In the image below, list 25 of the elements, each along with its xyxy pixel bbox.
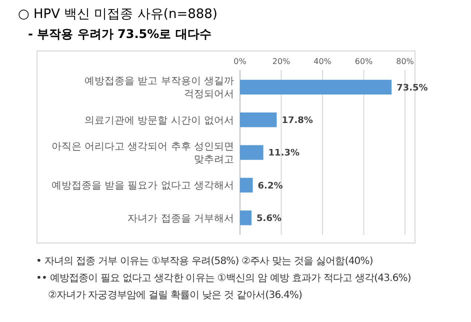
data-label: 5.6% [256, 214, 282, 224]
bar [240, 80, 392, 95]
data-label: 17.8% [282, 116, 313, 126]
data-label: 11.3% [268, 148, 300, 159]
text: ②자녀가 자궁경부암에 걸릴 확률이 낮은 것 같아서(36.4%) [48, 290, 303, 301]
bar [240, 178, 253, 193]
text: - 부작용 우려가 73.5%로 대다수 [28, 27, 212, 41]
data-label: 73.5% [396, 83, 428, 94]
x-tick-label: 20% [272, 57, 291, 66]
bar [240, 112, 277, 128]
y-tick-label: 의료기관에 방문할 시간이 없어서 [84, 115, 234, 126]
bar [240, 210, 252, 226]
text: •• 예방접종이 필요 없다고 생각한 이유는 ①백신의 암 예방 효과가 적다고 생각(43.6%) [36, 273, 412, 284]
x-tick-label: 80% [396, 57, 414, 66]
x-tick-label: 40% [314, 57, 332, 66]
bar [240, 145, 264, 160]
text: ○ HPV 백신 미접종 사유(n=888) [18, 7, 218, 22]
y-tick-label: 예방접종을 받고 부작용이 생길까 걱정되어서 [84, 76, 234, 100]
x-tick-label: 60% [354, 57, 374, 66]
text: • 자녀의 접종 거부 이유는 ①부작용 우려(58%) ②주사 맞는 것을 싫어함(40%) [36, 256, 374, 267]
y-tick-label: 자녀가 접종을 거부해서 [128, 213, 234, 224]
y-tick-label: 예방접종을 받을 필요가 없다고 생각해서 [51, 180, 234, 192]
data-label: 6.2% [258, 181, 283, 192]
y-tick-label: 아직은 어리다고 생각되어 추후 성인되면 맞추려고 [51, 142, 234, 166]
x-tick-label: 0% [234, 57, 247, 66]
